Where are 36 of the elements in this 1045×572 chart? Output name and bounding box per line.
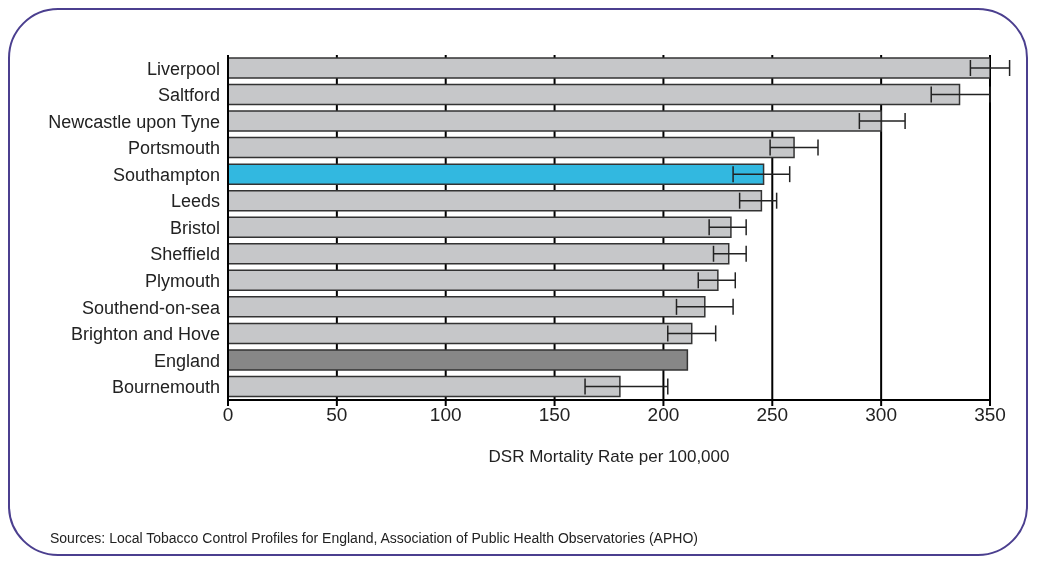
y-tick-label: Brighton and Hove — [70, 324, 220, 345]
y-tick-label: Plymouth — [144, 270, 220, 291]
x-tick-label: 150 — [538, 404, 571, 426]
bar — [228, 243, 730, 265]
y-tick-label: Southampton — [112, 164, 220, 185]
x-tick-label: 50 — [326, 404, 348, 426]
bar — [228, 375, 621, 398]
x-axis-title: DSR Mortality Rate per 100,000 — [488, 447, 730, 466]
y-tick-label: Newcastle upon Tyne — [48, 111, 220, 132]
bar — [228, 296, 706, 318]
y-tick-label: Bristol — [169, 217, 220, 238]
x-tick-label: 200 — [647, 404, 680, 426]
y-tick-label: Southend-on-sea — [81, 297, 221, 318]
bar — [228, 216, 732, 238]
bar — [228, 83, 961, 106]
source-note: Sources: Local Tobacco Control Profiles for England, Association of Public Health Observatories (APHO) — [50, 530, 698, 546]
x-tick-label: 0 — [222, 404, 234, 426]
y-tick-label: Saltford — [157, 85, 220, 106]
bar — [228, 322, 693, 345]
y-tick-label: Liverpool — [146, 58, 220, 79]
y-tick-label: Sheffield — [150, 244, 220, 265]
x-tick-label: 300 — [865, 404, 897, 426]
x-tick-label: 100 — [429, 404, 462, 426]
x-tick-label: 350 — [974, 404, 1006, 426]
y-tick-label: Portsmouth — [127, 138, 220, 159]
y-tick-label: England — [153, 350, 220, 371]
bar — [228, 189, 763, 212]
y-tick-label: Leeds — [170, 191, 220, 212]
x-tick-label: 250 — [756, 404, 789, 426]
bar — [228, 349, 689, 371]
bar — [228, 57, 990, 79]
bar — [228, 163, 765, 185]
bar — [228, 110, 882, 132]
y-tick-label: Bournemouth — [111, 377, 220, 398]
bar — [228, 269, 719, 292]
bar — [228, 136, 795, 159]
